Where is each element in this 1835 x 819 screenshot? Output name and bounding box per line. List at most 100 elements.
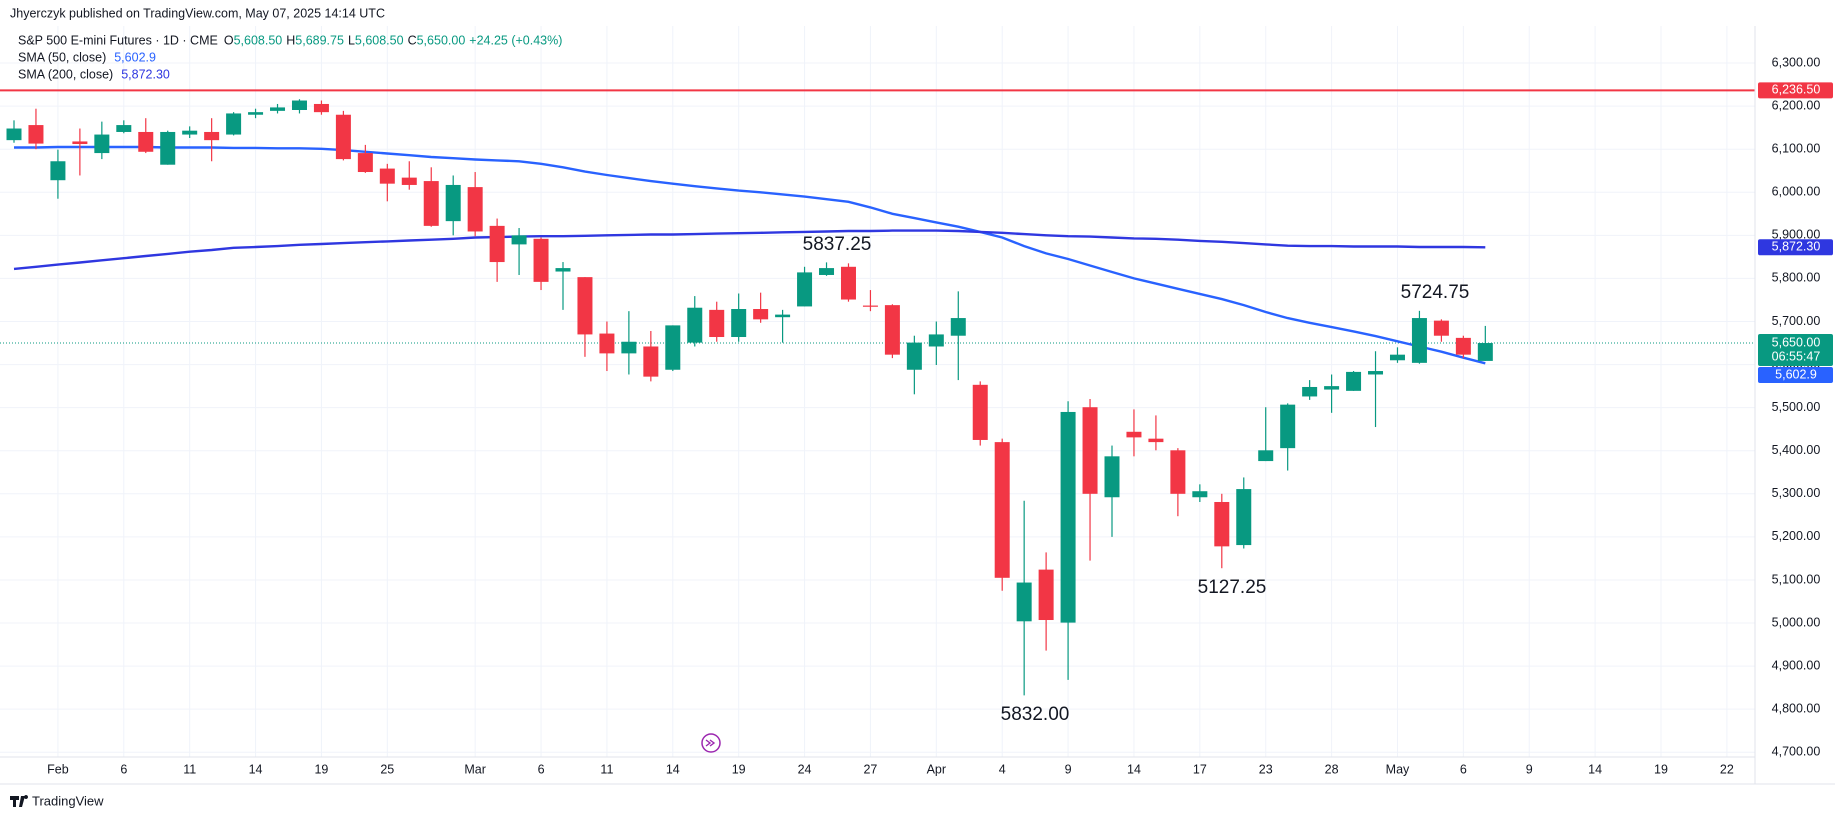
candle-body [643, 346, 659, 377]
x-tick-label: 14 [666, 762, 680, 776]
candle-body [840, 266, 856, 300]
countdown-label: 06:55:47 [1772, 349, 1821, 363]
candle-body [401, 177, 417, 185]
hline-label-box [1758, 82, 1833, 99]
sma200-label: 5,872.30 [1772, 240, 1821, 254]
ohlc-key: O [224, 33, 234, 47]
replay-icon[interactable] [701, 733, 721, 753]
candle-body [1104, 456, 1120, 498]
publisher: Jhyerczyk published on TradingView.com, … [10, 6, 385, 20]
ohlc-value: 5,689.75 [295, 33, 344, 47]
candle-body [1148, 438, 1164, 443]
candle-body [599, 333, 615, 354]
candle-body [1346, 371, 1362, 391]
indicator-value: 5,872.30 [121, 67, 170, 81]
candle-body [1433, 320, 1449, 336]
x-tick-label: 17 [1193, 762, 1207, 776]
candle-body [1082, 407, 1098, 494]
sma50-label-box [1758, 367, 1833, 384]
candle-body [357, 153, 373, 173]
x-tick-label: 9 [1526, 762, 1533, 776]
y-tick-label: 5,100.00 [1772, 572, 1821, 586]
candle-body [248, 112, 264, 115]
candle-body [423, 181, 439, 226]
candle-body [1368, 371, 1384, 375]
candle-body [533, 238, 549, 282]
y-tick-label: 5,800.00 [1772, 271, 1821, 285]
indicator-name: SMA (50, close) [18, 50, 106, 64]
candle-body [445, 184, 461, 222]
candle-body [467, 187, 483, 232]
y-tick-label: 5,200.00 [1772, 529, 1821, 543]
x-tick-label: 4 [999, 762, 1006, 776]
candle-body [906, 342, 922, 370]
y-tick-label: 6,000.00 [1772, 185, 1821, 199]
replay-icon-circle [701, 733, 721, 753]
x-tick-label: 22 [1720, 762, 1734, 776]
candle-body [1411, 318, 1427, 363]
annotation: 5724.75 [1401, 282, 1470, 303]
candle-body [489, 225, 505, 263]
candles [6, 99, 1493, 696]
candle-body [1324, 386, 1340, 390]
x-tick-label: 14 [1588, 762, 1602, 776]
candle-body [1192, 491, 1208, 498]
y-tick-label: 5,900.00 [1772, 228, 1821, 242]
candle-body [753, 309, 769, 320]
indicator-name: SMA (200, close) [18, 67, 113, 81]
candle-body [1060, 411, 1076, 623]
candle-body [1389, 354, 1405, 361]
change: +24.25 (+0.43%) [469, 33, 562, 47]
y-tick-label: 4,800.00 [1772, 701, 1821, 715]
candle-body [928, 334, 944, 347]
candle-body [72, 141, 88, 145]
y-tick-label: 4,700.00 [1772, 745, 1821, 759]
last-price-box [1758, 334, 1833, 367]
x-tick-label: 19 [314, 762, 328, 776]
x-tick-label: 27 [863, 762, 877, 776]
candle-body [950, 318, 966, 336]
candle-body [1280, 404, 1296, 449]
candle-body [1214, 501, 1230, 547]
candle-body [972, 384, 988, 440]
x-tick-label: 6 [538, 762, 545, 776]
sma-line [14, 145, 1486, 365]
indicator-lines [0, 89, 1755, 365]
candle-body [270, 107, 286, 111]
candle-body [775, 314, 791, 318]
candle-body [1170, 450, 1186, 494]
candle-body [665, 325, 681, 370]
candle-body [6, 128, 22, 141]
last-price-label: 5,650.00 [1772, 335, 1821, 349]
y-tick-label: 5,400.00 [1772, 443, 1821, 457]
x-tick-label: 14 [1127, 762, 1141, 776]
x-tick-label: Apr [927, 762, 946, 776]
sma200-label-box [1758, 239, 1833, 256]
y-tick-label: 5,700.00 [1772, 314, 1821, 328]
x-tick-label: 6 [120, 762, 127, 776]
indicator-value: 5,602.9 [114, 50, 156, 64]
replay-icon-arrow [705, 739, 716, 747]
ohlc-value: 5,650.00 [417, 33, 466, 47]
candle-body [116, 125, 132, 132]
y-tick-label: 6,100.00 [1772, 141, 1821, 155]
footer-brand: TradingView [32, 793, 104, 808]
candle-body [1016, 582, 1032, 622]
candle-body [226, 113, 242, 135]
footer-logo: TradingView [10, 793, 104, 808]
candle-body [160, 131, 176, 165]
y-tick-label: 5,500.00 [1772, 400, 1821, 414]
symbol-title: S&P 500 E-mini Futures · 1D · CME [18, 33, 218, 47]
x-tick-label: 11 [600, 762, 613, 776]
x-tick-label: 19 [1654, 762, 1668, 776]
candle-body [862, 305, 878, 307]
x-tick-label: 19 [732, 762, 746, 776]
x-tick-label: 28 [1325, 762, 1339, 776]
hline-label: 6,236.50 [1772, 83, 1821, 97]
legend: S&P 500 E-mini Futures · 1D · CME O 5,608.… [18, 33, 562, 81]
candle-body [94, 134, 110, 154]
x-tick-label: 6 [1460, 762, 1467, 776]
candle-body [731, 309, 747, 338]
candle-body [313, 103, 329, 113]
